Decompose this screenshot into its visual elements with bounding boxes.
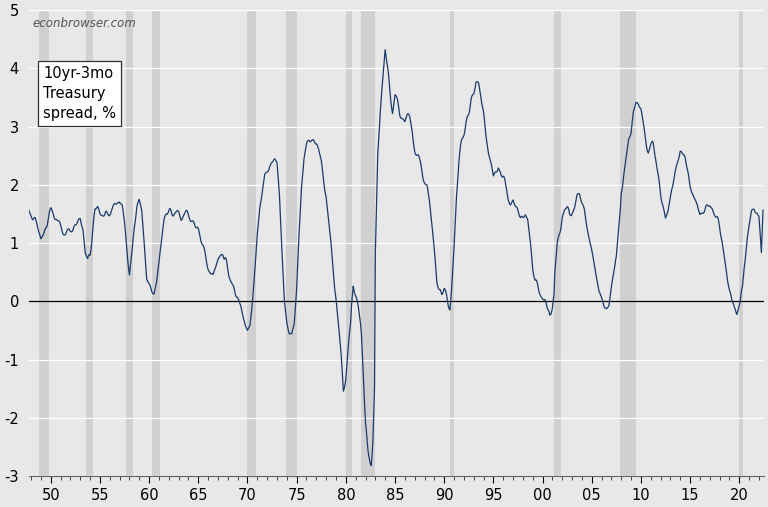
Bar xyxy=(362,10,375,476)
Text: econbrowser.com: econbrowser.com xyxy=(32,17,136,30)
Bar xyxy=(39,10,49,476)
Bar xyxy=(740,10,743,476)
Bar xyxy=(86,10,94,476)
Bar xyxy=(554,10,561,476)
Bar xyxy=(286,10,297,476)
Bar xyxy=(450,10,454,476)
Bar xyxy=(126,10,133,476)
Bar xyxy=(247,10,256,476)
Bar xyxy=(621,10,636,476)
Bar xyxy=(346,10,352,476)
Bar xyxy=(151,10,160,476)
Text: 10yr-3mo
Treasury
spread, %: 10yr-3mo Treasury spread, % xyxy=(43,66,116,121)
